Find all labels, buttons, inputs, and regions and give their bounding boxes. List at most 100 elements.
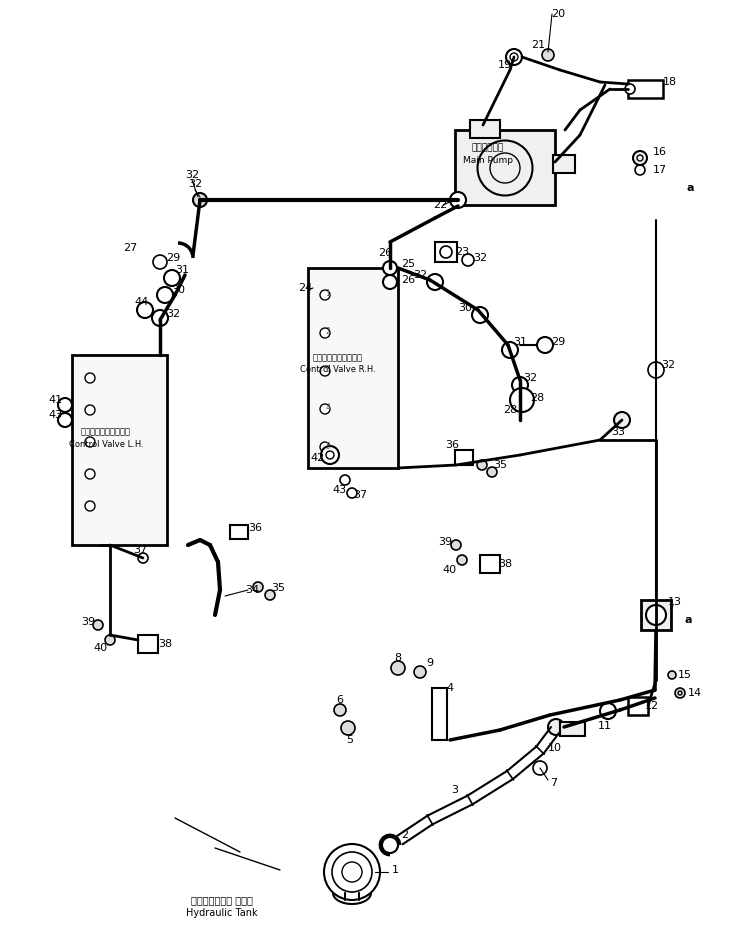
Text: 41: 41 [48, 395, 62, 405]
Text: 40: 40 [443, 565, 457, 575]
Circle shape [512, 377, 528, 393]
Text: メインポンプ: メインポンプ [472, 144, 504, 152]
Circle shape [58, 398, 72, 412]
Circle shape [548, 719, 564, 735]
Circle shape [320, 328, 330, 338]
Text: コントロールバルブ右: コントロールバルブ右 [313, 353, 363, 363]
Circle shape [265, 590, 275, 600]
Circle shape [93, 620, 103, 630]
Text: 32: 32 [166, 309, 180, 319]
Circle shape [625, 84, 635, 94]
Text: 44: 44 [135, 297, 149, 307]
Text: 34: 34 [245, 585, 259, 595]
Circle shape [137, 302, 153, 318]
Circle shape [646, 605, 666, 625]
Text: 43: 43 [48, 410, 62, 420]
Bar [628, 697, 648, 715]
Circle shape [487, 467, 497, 477]
Text: 23: 23 [455, 247, 469, 257]
Text: 35: 35 [493, 460, 507, 470]
Text: 39: 39 [438, 537, 452, 547]
Circle shape [253, 582, 263, 592]
Circle shape [85, 501, 95, 511]
Circle shape [600, 703, 616, 719]
Circle shape [85, 405, 95, 415]
Text: 37: 37 [133, 545, 147, 555]
Text: 17: 17 [653, 165, 667, 175]
Text: 39: 39 [81, 617, 95, 627]
Text: 27: 27 [123, 243, 137, 253]
Bar [230, 525, 248, 539]
Text: 32: 32 [523, 373, 537, 383]
Text: 35: 35 [271, 583, 285, 593]
Text: 4: 4 [446, 683, 454, 693]
Circle shape [383, 261, 397, 275]
Text: 30: 30 [171, 285, 185, 295]
Text: 22: 22 [433, 200, 447, 210]
Text: 3: 3 [452, 785, 458, 795]
Text: 40: 40 [93, 643, 107, 653]
Text: 36: 36 [445, 440, 459, 450]
Circle shape [105, 635, 115, 645]
Circle shape [427, 274, 443, 290]
Text: 31: 31 [175, 265, 189, 275]
Circle shape [383, 275, 397, 289]
Bar [553, 155, 575, 173]
Text: 20: 20 [551, 9, 565, 19]
Circle shape [164, 270, 180, 286]
Bar [480, 555, 500, 573]
Circle shape [414, 666, 426, 678]
Bar [455, 130, 555, 205]
Circle shape [450, 192, 466, 208]
Circle shape [152, 310, 168, 326]
Text: 19: 19 [498, 60, 512, 70]
Text: 33: 33 [611, 427, 625, 437]
Text: 28: 28 [503, 405, 517, 415]
Text: 28: 28 [530, 393, 544, 403]
Circle shape [510, 388, 534, 412]
Bar [628, 80, 663, 98]
Circle shape [157, 287, 173, 303]
Circle shape [153, 255, 167, 269]
Bar [435, 242, 457, 262]
Circle shape [506, 49, 522, 65]
Text: 8: 8 [394, 653, 402, 663]
Circle shape [675, 688, 685, 698]
Text: 12: 12 [645, 701, 659, 711]
Text: 32: 32 [188, 179, 202, 189]
Text: 16: 16 [653, 147, 667, 157]
Circle shape [341, 721, 355, 735]
Text: 26: 26 [378, 248, 392, 258]
Text: 5: 5 [347, 735, 354, 745]
Circle shape [462, 254, 474, 266]
Bar [72, 355, 167, 545]
Bar [455, 450, 473, 465]
Text: 37: 37 [353, 490, 367, 500]
Circle shape [477, 460, 487, 470]
Circle shape [472, 307, 488, 323]
Circle shape [321, 446, 339, 464]
Text: 6: 6 [336, 695, 344, 705]
Circle shape [457, 555, 467, 565]
Circle shape [614, 412, 630, 428]
Circle shape [391, 661, 405, 675]
Circle shape [320, 290, 330, 300]
Circle shape [85, 373, 95, 383]
Text: a: a [686, 183, 694, 193]
Text: 15: 15 [678, 670, 692, 680]
Text: Hydraulic Tank: Hydraulic Tank [186, 908, 258, 918]
Bar [308, 268, 398, 468]
Bar [470, 120, 500, 138]
Circle shape [58, 413, 72, 427]
Text: 29: 29 [551, 337, 566, 347]
Text: 32: 32 [413, 270, 427, 280]
Circle shape [633, 151, 647, 165]
Text: ハイドロリック タンク: ハイドロリック タンク [191, 895, 253, 905]
Text: Control Valve R.H.: Control Valve R.H. [300, 366, 376, 374]
Text: 38: 38 [498, 559, 512, 569]
Text: 29: 29 [166, 253, 180, 263]
Text: 9: 9 [427, 658, 434, 668]
Text: 26: 26 [401, 275, 415, 285]
Text: 32: 32 [185, 170, 199, 180]
Text: 5: 5 [326, 442, 330, 450]
